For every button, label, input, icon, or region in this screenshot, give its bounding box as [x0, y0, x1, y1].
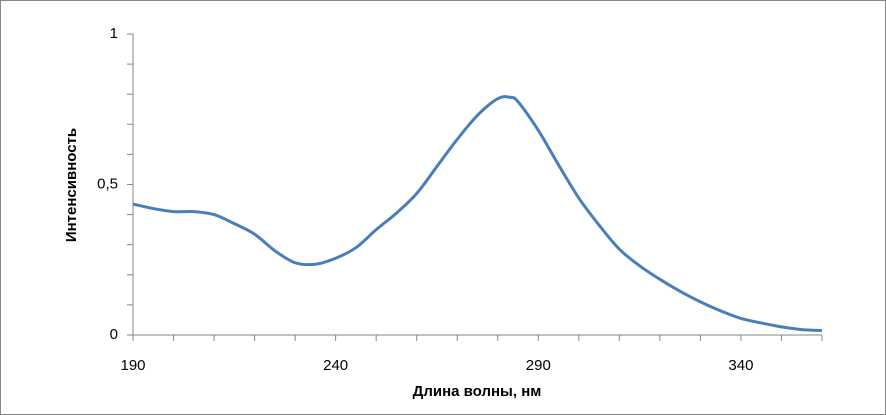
y-tick-label: 0,5 — [97, 175, 118, 192]
x-tick-label: 190 — [120, 357, 145, 374]
x-axis-title: Длина волны, нм — [413, 383, 542, 400]
x-tick-label: 240 — [323, 357, 348, 374]
y-tick-label: 1 — [110, 25, 118, 42]
y-axis-title: Интенсивность — [63, 128, 80, 242]
x-tick-label: 290 — [526, 357, 551, 374]
y-tick-label: 0 — [110, 326, 118, 343]
data-line — [132, 95, 823, 332]
x-tick-label: 340 — [728, 357, 753, 374]
